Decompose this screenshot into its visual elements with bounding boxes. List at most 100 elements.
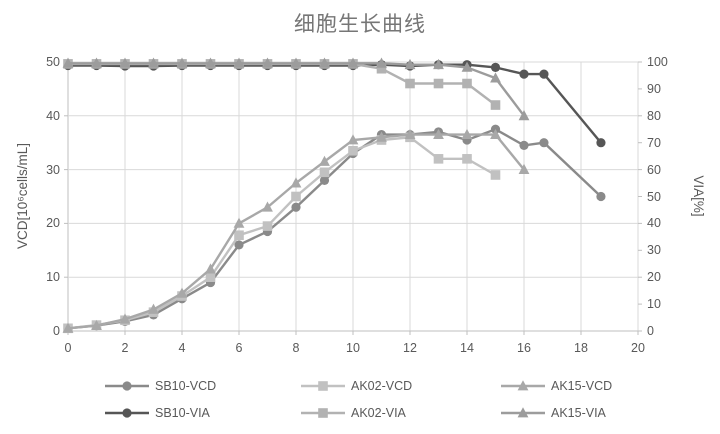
series-marker-AK02-VCD: [319, 167, 330, 178]
series-marker-AK02-VCD: [262, 221, 273, 231]
series-marker-AK15-VCD: [290, 177, 302, 188]
series-marker-AK15-VCD: [461, 128, 473, 140]
y-left-tick-label: 40: [46, 108, 60, 123]
series-marker-AK15-VCD: [148, 303, 159, 314]
series-marker-AK15-VIA: [290, 57, 302, 68]
legend-item-AK02-VCD: AK02-VCD: [300, 372, 500, 399]
y-right-tick-label: 0: [647, 324, 654, 338]
legend-label: AK15-VCD: [551, 378, 613, 393]
legend-marker-triangle-icon: [501, 379, 545, 390]
x-tick-label: 14: [460, 341, 474, 355]
y-right-tick-label: 30: [647, 243, 661, 258]
series-marker-AK15-VCD: [62, 322, 74, 333]
series-marker-AK02-VCD: [205, 272, 216, 282]
y-right-axis-title: VIA[%]: [691, 175, 706, 217]
series-marker-AK15-VIA: [433, 58, 444, 70]
y-right-tick-label: 90: [647, 81, 661, 96]
y-right-tick-label: 80: [647, 108, 661, 123]
x-tick-label: 10: [346, 341, 360, 355]
legend-label: AK15-VIA: [551, 405, 606, 420]
legend-marker-circle-icon: [105, 380, 149, 391]
series-marker-AK15-VIA: [62, 57, 74, 68]
series-line-AK02-VCD: [67, 136, 497, 330]
series-marker-AK15-VCD: [433, 128, 444, 140]
y-right-tick-label: 100: [647, 55, 668, 69]
legend-item-AK15-VIA: AK15-VIA: [500, 399, 700, 426]
series-marker-AK15-VIA: [119, 57, 131, 68]
y-right-tick-label: 70: [647, 135, 661, 150]
x-tick-label: 2: [121, 341, 129, 355]
series-marker-SB10-VIA: [519, 69, 529, 79]
series-marker-AK15-VIA: [91, 57, 102, 68]
legend-item-SB10-VCD: SB10-VCD: [104, 372, 300, 399]
legend: SB10-VCD AK02-VCD AK15-VCD SB10-VIA AK02-VIA…: [104, 372, 700, 426]
series-marker-AK15-VIA: [404, 58, 416, 70]
y-right-tick-label: 40: [647, 216, 661, 231]
series-marker-AK15-VCD: [319, 155, 330, 166]
x-tick-label: 6: [235, 341, 243, 355]
y-right-tick-label: 20: [647, 270, 661, 285]
series-marker-AK02-VCD: [490, 170, 501, 180]
legend-item-AK15-VCD: AK15-VCD: [500, 372, 700, 399]
series-line-AK02-VIA: [68, 62, 497, 106]
legend-label: AK02-VCD: [351, 378, 413, 393]
series-marker-AK15-VCD: [205, 263, 216, 274]
y-right-tick-label: 50: [647, 189, 661, 204]
legend-item-SB10-VIA: SB10-VIA: [104, 399, 300, 426]
series-marker-AK15-VCD: [176, 287, 188, 298]
series-marker-AK02-VCD: [291, 191, 301, 202]
series-marker-AK15-VIA: [233, 57, 245, 68]
series-marker-SB10-VCD: [596, 191, 606, 202]
legend-marker-square-icon: [301, 380, 345, 391]
series-marker-AK02-VCD: [462, 154, 472, 164]
series-marker-AK02-VIA: [490, 100, 501, 110]
series-marker-AK02-VIA: [462, 78, 472, 89]
series-marker-AK15-VCD: [347, 134, 359, 145]
y-left-axis-title: VCD[10⁶cells/mL]: [15, 142, 30, 250]
series-marker-AK15-VIA: [518, 110, 530, 121]
series-marker-AK15-VIA: [347, 57, 359, 68]
legend-label: AK02-VIA: [351, 405, 406, 420]
series-marker-SB10-VCD: [519, 140, 529, 150]
series-marker-SB10-VCD: [291, 202, 301, 212]
series-marker-AK02-VCD: [348, 145, 358, 156]
series-marker-AK15-VCD: [262, 201, 273, 212]
x-tick-label: 16: [517, 341, 531, 355]
series-marker-AK15-VIA: [376, 57, 387, 68]
series-marker-AK15-VIA: [205, 57, 216, 68]
series-marker-AK15-VCD: [490, 128, 501, 140]
y-right-tick-label: 60: [647, 162, 661, 177]
legend-label: SB10-VIA: [155, 405, 210, 420]
series-marker-SB10-VCD: [539, 138, 549, 148]
series-marker-AK15-VIA: [176, 57, 188, 68]
series-marker-AK15-VCD: [518, 163, 530, 174]
legend-marker-square-icon: [301, 407, 345, 418]
series-marker-AK15-VIA: [490, 72, 501, 83]
series-marker-AK15-VCD: [233, 217, 245, 228]
legend-marker-circle-icon: [105, 407, 149, 418]
y-left-tick-label: 10: [46, 270, 60, 285]
series-marker-AK15-VIA: [461, 61, 473, 72]
series-marker-SB10-VIA: [596, 138, 606, 148]
series-marker-SB10-VCD: [319, 175, 330, 185]
x-tick-label: 4: [178, 341, 186, 355]
y-right-tick-label: 10: [647, 297, 661, 312]
series-marker-AK15-VIA: [262, 57, 273, 68]
y-left-tick-label: 20: [46, 216, 60, 231]
series-marker-AK02-VIA: [433, 78, 444, 89]
legend-marker-triangle-icon: [501, 406, 545, 417]
series-marker-SB10-VCD: [234, 240, 244, 250]
y-left-tick-label: 0: [53, 324, 60, 338]
chart-title: 细胞生长曲线: [294, 13, 426, 36]
x-tick-label: 20: [631, 341, 645, 355]
series-marker-SB10-VIA: [490, 62, 501, 72]
series-marker-AK15-VCD: [91, 319, 102, 331]
legend-item-AK02-VIA: AK02-VIA: [300, 399, 500, 426]
x-tick-label: 0: [64, 341, 72, 355]
y-left-tick-label: 50: [46, 55, 60, 69]
series-marker-AK15-VCD: [404, 128, 416, 140]
y-left-tick-label: 30: [46, 162, 60, 177]
series-marker-SB10-VIA: [539, 69, 549, 79]
